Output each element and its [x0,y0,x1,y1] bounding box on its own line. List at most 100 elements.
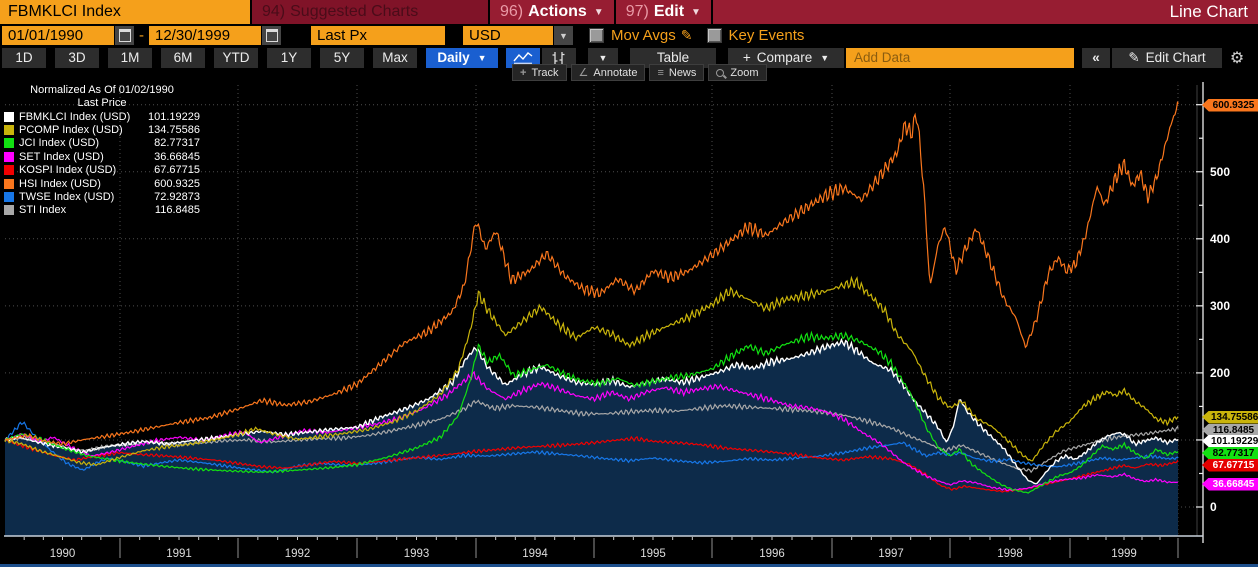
legend-item-set[interactable]: SET Index (USD) 36.66845 [4,150,200,163]
series-label: JCI Index (USD) [19,137,100,150]
suggested-charts-num: 94) [262,3,286,20]
news-icon: ≡ [657,66,664,79]
range-button-5y[interactable]: 5Y [320,47,364,68]
y-axis-label: 200 [1210,366,1230,380]
range-label: 1Y [280,50,298,65]
y-axis-label: 300 [1210,299,1230,313]
filter-bar: 01/01/1990 - 12/30/1999 Last Px USD ▼ Mo… [0,24,1258,47]
range-button-6m[interactable]: 6M [161,47,205,68]
area-fill-fbmklci [5,339,1178,536]
edit-menu-button[interactable]: 97) Edit ▼ [615,0,711,24]
add-data-input[interactable] [846,47,1074,68]
collapse-panel-button[interactable]: « [1082,47,1110,68]
news-button[interactable]: ≡ News [649,64,705,81]
line-chart-mode-button[interactable] [506,47,540,68]
zoom-button[interactable]: Zoom [708,64,767,81]
legend-item-twse[interactable]: TWSE Index (USD) 72.92873 [4,190,200,203]
mov-avgs-label: Mov Avgs [611,27,676,44]
candle-chart-mode-button[interactable] [542,47,576,68]
track-button[interactable]: + Track [512,64,567,81]
legend-title: Normalized As Of 01/02/1990 [30,84,174,96]
price-tag-pcomp: 134.75586 [1202,410,1258,424]
settings-button[interactable]: ⚙ [1224,48,1250,68]
range-button-1m[interactable]: 1M [108,47,152,68]
x-axis-year-label: 1994 [522,548,548,560]
edit-chart-button[interactable]: ✎ Edit Chart [1112,47,1222,68]
chevron-down-icon: ▼ [691,6,701,18]
mov-avgs-checkbox[interactable] [589,28,604,43]
series-value: 82.77317 [154,137,200,150]
series-label: HSI Index (USD) [19,177,101,190]
range-label: 1D [15,50,33,65]
legend-item-kospi[interactable]: KOSPI Index (USD) 67.67715 [4,164,200,177]
x-axis-year-label: 1996 [759,548,785,560]
range-button-3d[interactable]: 3D [55,47,99,68]
chevron-down-icon: ▼ [598,52,608,63]
x-axis-year-label: 1991 [166,548,192,560]
legend-item-fbmklci[interactable]: FBMKLCI Index (USD) 101.19229 [4,110,200,123]
gear-icon: ⚙ [1229,49,1245,67]
annotate-button[interactable]: ∠ Annotate [570,64,646,81]
legend-item-sti[interactable]: STI Index 116.8485 [4,204,200,217]
end-date-calendar-button[interactable] [261,26,281,45]
actions-num: 96) [500,3,524,20]
currency-select[interactable]: USD [463,26,553,45]
period-dropdown[interactable]: Daily ▼ [426,47,498,68]
series-line-twse [4,421,1179,474]
start-date-calendar-button[interactable] [114,26,134,45]
range-button-1y[interactable]: 1Y [267,47,311,68]
price-tag-jci: 82.77317 [1202,446,1258,460]
suggested-charts-label: Suggested Charts [290,3,419,20]
price-tag-kospi: 67.67715 [1202,458,1258,472]
security-ticker-field[interactable]: FBMKLCI Index [0,0,250,24]
legend-item-hsi[interactable]: HSI Index (USD) 600.9325 [4,177,200,190]
x-axis-year-label: 1995 [640,548,666,560]
edit-num: 97) [625,3,649,20]
chevron-down-icon: ▼ [593,6,604,18]
series-swatch [4,151,14,162]
annotate-icon: ∠ [578,67,589,79]
double-chevron-left-icon: « [1092,50,1100,65]
suggested-charts-button[interactable]: 94) Suggested Charts [252,0,488,24]
range-button-ytd[interactable]: YTD [214,47,258,68]
news-label: News [668,66,697,79]
x-axis-year-label: 1993 [404,548,430,560]
chart-tools-overlay: + Track ∠ Annotate ≡ News Zoom [512,64,771,81]
track-label: Track [531,66,559,79]
chart-mode-dropdown[interactable]: ▼ [588,47,618,68]
key-events-checkbox[interactable] [706,28,722,43]
pencil-icon[interactable]: ✎ [680,27,693,43]
x-axis-year-label: 1990 [50,548,76,560]
y-axis-label: 500 [1210,165,1230,179]
x-axis-year-label: 1998 [997,548,1023,560]
range-label: 5Y [333,50,351,65]
price-tag-fbmklci: 101.19229 [1202,434,1258,448]
series-swatch [4,192,14,203]
chevron-down-icon: ▼ [477,52,487,63]
line-chart-icon [513,52,533,64]
title-bar: FBMKLCI Index 94) Suggested Charts 96) A… [0,0,1258,24]
chart-toolbar: 1D 3D 1M 6M YTD 1Y 5Y Max Daily ▼ ▼ Tabl… [0,47,1258,68]
series-swatch [4,138,14,149]
legend-item-jci[interactable]: JCI Index (USD) 82.77317 [4,137,200,150]
series-line-jci [4,330,1179,494]
period-label: Daily [437,50,470,65]
table-button[interactable]: Table [630,47,716,68]
end-date-input[interactable]: 12/30/1999 [149,26,261,45]
range-button-1d[interactable]: 1D [2,47,46,68]
compare-label: Compare [756,50,813,65]
magnifier-icon [716,68,725,77]
price-field-select[interactable]: Last Px [311,26,445,45]
series-group [4,101,1179,536]
chart-type-title: Line Chart [1169,2,1248,21]
currency-dropdown-button[interactable]: ▼ [553,26,573,45]
chevron-down-icon: ▼ [820,52,830,63]
start-date-group: 01/01/1990 [2,26,134,45]
actions-menu-button[interactable]: 96) Actions ▼ [490,0,614,24]
series-label: FBMKLCI Index (USD) [19,110,131,123]
series-label: SET Index (USD) [19,150,104,163]
compare-button[interactable]: + Compare ▼ [728,47,844,68]
start-date-input[interactable]: 01/01/1990 [2,26,114,45]
range-button-max[interactable]: Max [373,47,417,68]
legend-item-pcomp[interactable]: PCOMP Index (USD) 134.75586 [4,123,200,136]
